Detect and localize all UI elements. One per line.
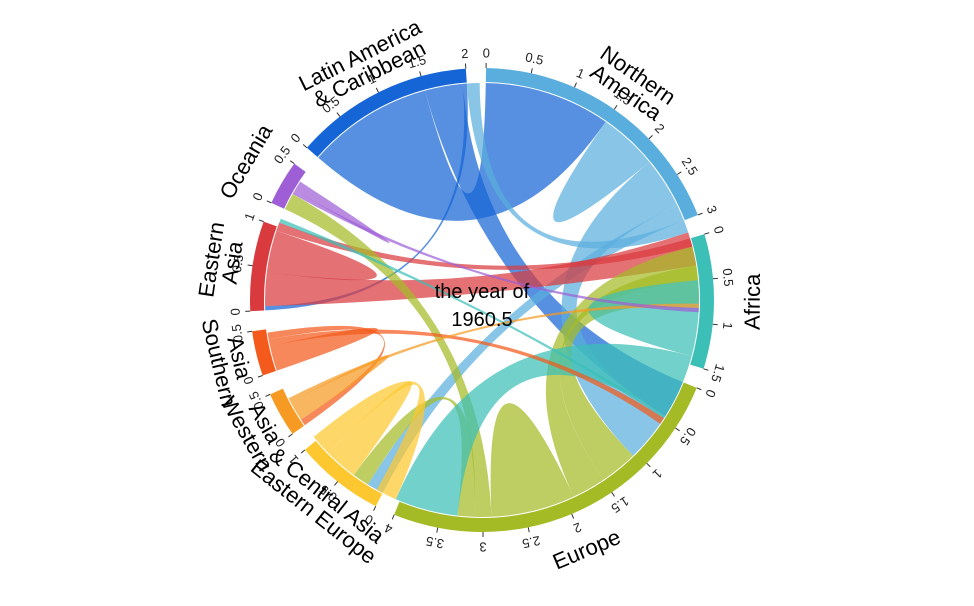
sector-arc-southern_asia	[252, 329, 276, 376]
chord-ribbons	[265, 83, 699, 518]
tick-mark	[696, 387, 702, 391]
tick-mark	[336, 112, 341, 117]
tick-mark	[247, 264, 253, 267]
tick-mark	[703, 368, 709, 371]
tick-label: 0.5	[720, 268, 737, 287]
ribbon-europe-to-oceania	[284, 193, 492, 518]
ribbon-africa-to-africa	[588, 280, 699, 357]
tick-label: 1.5	[406, 52, 427, 71]
ribbon-southern_asia-to-africa	[268, 329, 664, 424]
ribbon-europe-to-eastern_europe	[353, 396, 475, 517]
tick-mark	[247, 330, 253, 333]
tick-label: 0	[249, 190, 266, 203]
ribbon-eastern_asia-to-northern_america	[265, 232, 697, 307]
tick-mark	[646, 462, 651, 468]
tick-mark	[419, 71, 422, 77]
tick-mark	[334, 481, 338, 486]
tick-mark	[289, 160, 295, 165]
sector-label-oceania: Oceania	[214, 119, 277, 203]
sector-arc-latin_america	[306, 68, 467, 157]
tick-label: 0	[702, 387, 719, 399]
tick-label: 0.5	[229, 253, 247, 273]
ribbon-northern_america-to-northern_america	[553, 121, 650, 223]
tick-mark	[391, 514, 395, 520]
tick-mark	[648, 135, 653, 140]
tick-label: 2	[652, 121, 668, 137]
tick-label: 1.5	[608, 494, 631, 517]
tick-label: 0.5	[246, 389, 267, 412]
center-caption-line2: 1960.5	[451, 309, 512, 331]
tick-label: 2.5	[521, 533, 542, 551]
tick-label: 1	[720, 321, 736, 330]
tick-mark	[266, 200, 272, 204]
ribbon-europe-to-europe	[490, 403, 574, 517]
tick-mark	[697, 212, 703, 216]
sector-label-eastern_asia: Asia	[217, 239, 248, 286]
tick-mark	[375, 87, 379, 93]
ribbon-western_asia-to-western_asia	[290, 355, 389, 420]
tick-label: 3	[704, 203, 721, 215]
tick-label: 3.5	[425, 533, 446, 551]
ribbon-eastern_europe-to-europe	[313, 381, 426, 500]
tick-label: 2.5	[679, 155, 701, 178]
tick-label: 0	[240, 375, 257, 387]
tick-label: 1.5	[708, 362, 728, 384]
tick-mark	[436, 527, 439, 533]
sector-arc-eastern_europe	[304, 440, 383, 507]
ribbon-eastern_asia-to-eastern_asia	[266, 230, 377, 281]
tick-label: 2	[461, 46, 469, 61]
tick-mark	[527, 527, 530, 533]
sector-arcs: 0 0.511.522.5300.511.500.511.522.533.5400…	[228, 45, 737, 554]
tick-label: 1	[574, 65, 587, 82]
ribbon-southern_asia-to-southern_asia	[269, 327, 378, 371]
sector-arc-europe	[394, 382, 697, 532]
tick-mark	[265, 393, 271, 397]
tick-mark	[373, 506, 377, 511]
tick-label: 1	[241, 211, 258, 223]
tick-mark	[571, 513, 575, 519]
sector-arc-oceania	[271, 163, 306, 209]
tick-mark	[675, 427, 680, 432]
ribbon-oceania-to-oceania	[294, 181, 390, 244]
tick-label: 0	[228, 308, 243, 316]
sector-label-europe: Europe	[549, 524, 624, 574]
tick-label: 1	[650, 466, 666, 482]
tick-mark	[574, 82, 577, 88]
tick-label: 0.5	[229, 323, 246, 343]
tick-mark	[300, 449, 306, 454]
sector-arc-africa	[690, 234, 714, 369]
tick-mark	[676, 171, 682, 175]
ribbon-northern_america-to-latin_america	[466, 83, 689, 249]
tick-mark	[288, 433, 293, 438]
tick-label: 0.5	[524, 49, 545, 67]
tick-label: 0.5	[677, 425, 699, 448]
tick-mark	[257, 375, 263, 378]
sector-label-africa: Africa	[740, 273, 765, 330]
tick-label: 3	[479, 540, 486, 555]
tick-mark	[712, 323, 718, 326]
tick-mark	[704, 232, 710, 235]
ribbon-eastern_europe-to-eastern_europe	[327, 381, 412, 475]
tick-label: 0	[483, 45, 490, 60]
tick-mark	[613, 104, 618, 110]
ribbon-latin_america-to-eastern_asia	[265, 83, 468, 311]
tick-mark	[302, 144, 308, 149]
tick-mark	[530, 68, 533, 74]
sector-arc-western_asia	[270, 388, 304, 434]
center-caption-line1: the year of	[435, 281, 530, 303]
tick-label: 2	[571, 520, 583, 537]
tick-label: 0	[711, 224, 727, 235]
tick-mark	[258, 219, 264, 223]
ribbon-latin_america-to-northern_america	[318, 83, 606, 221]
tick-label: 0	[288, 130, 304, 145]
sector-arc-northern_america	[485, 68, 698, 221]
tick-label: 0.5	[271, 143, 294, 166]
tick-mark	[611, 492, 615, 497]
ribbon-europe-to-africa	[545, 246, 699, 497]
sector-arc-eastern_asia	[250, 221, 277, 312]
